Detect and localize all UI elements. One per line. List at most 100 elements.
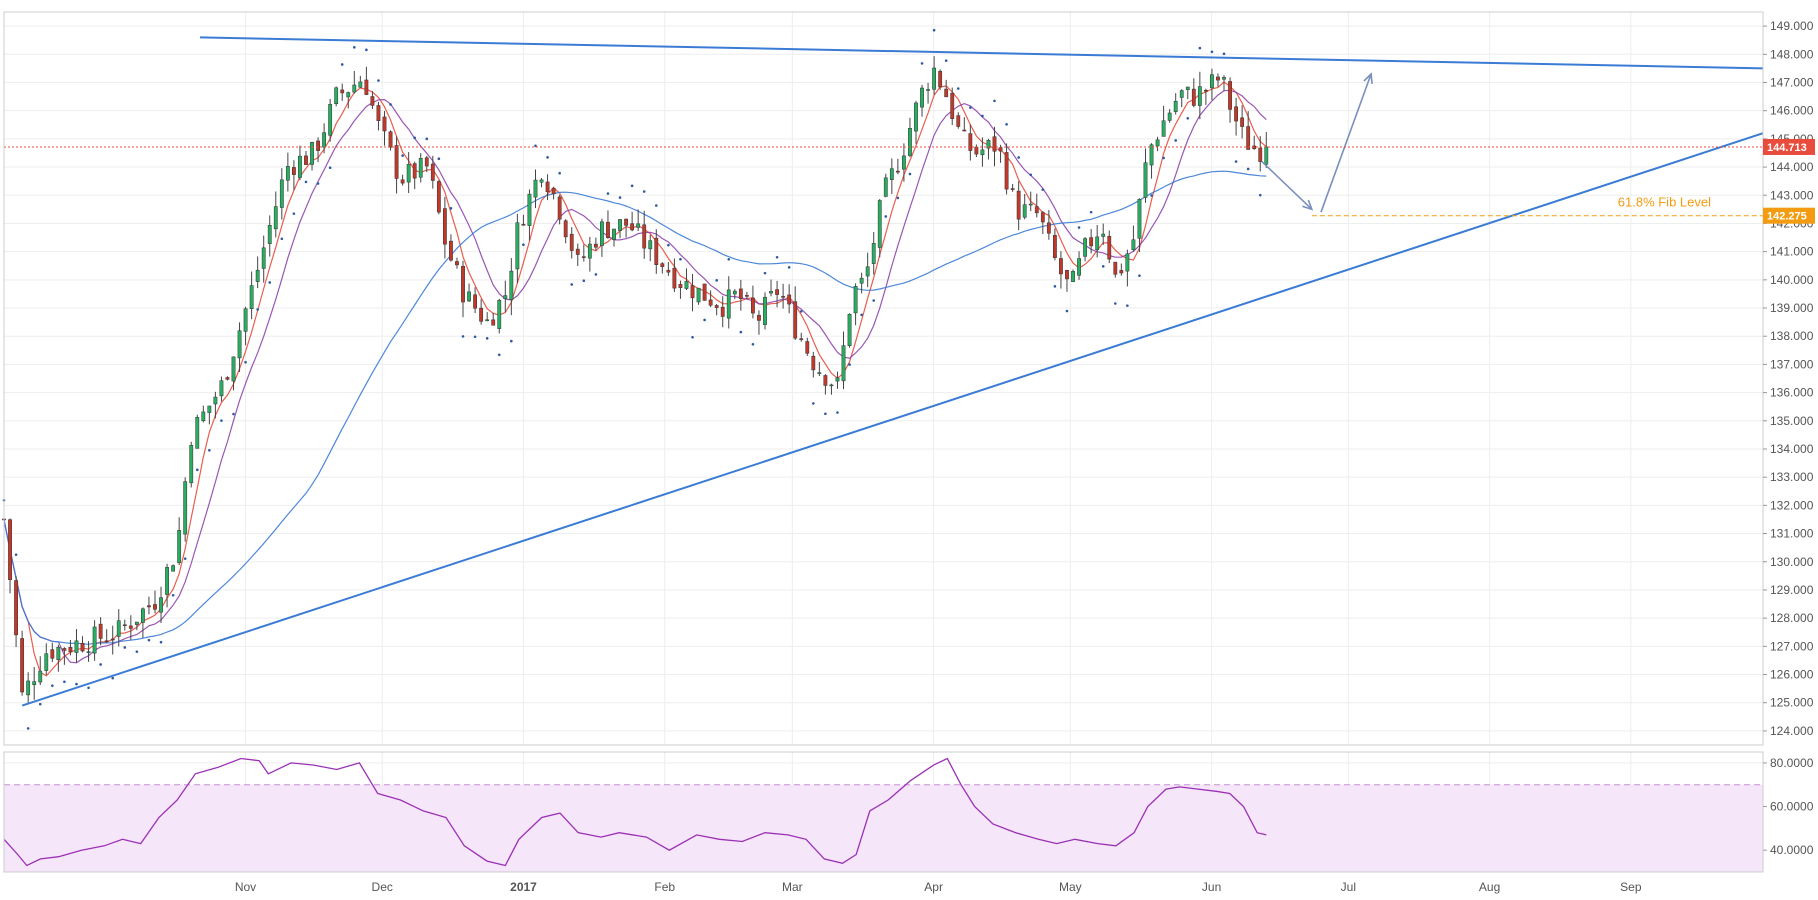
candle[interactable] (497, 298, 502, 334)
candle[interactable] (1137, 198, 1142, 253)
candle[interactable] (50, 642, 55, 662)
candle[interactable] (1161, 105, 1166, 137)
candle[interactable] (672, 258, 677, 292)
candle[interactable] (932, 56, 937, 95)
candle[interactable] (793, 286, 798, 340)
candle[interactable] (757, 310, 761, 335)
candle[interactable] (889, 158, 894, 194)
candle[interactable] (128, 615, 133, 640)
candle[interactable] (68, 639, 73, 656)
candle[interactable] (738, 279, 743, 311)
candle[interactable] (1040, 211, 1045, 235)
candle[interactable] (666, 262, 671, 276)
candle[interactable] (479, 299, 484, 325)
candle[interactable] (1071, 269, 1075, 282)
candle[interactable] (720, 296, 725, 328)
candle[interactable] (400, 174, 405, 186)
candle[interactable] (1167, 109, 1172, 123)
trendline[interactable] (21, 132, 1764, 707)
candle[interactable] (86, 641, 91, 662)
candle[interactable] (944, 79, 949, 98)
candle[interactable] (1264, 132, 1269, 168)
candle[interactable] (56, 644, 61, 672)
candle[interactable] (1125, 249, 1130, 287)
candle[interactable] (859, 272, 864, 294)
candle[interactable] (503, 280, 508, 313)
candle[interactable] (340, 83, 345, 101)
candle[interactable] (334, 86, 339, 107)
candle[interactable] (1197, 71, 1202, 120)
candle[interactable] (273, 191, 278, 238)
candle[interactable] (382, 111, 387, 146)
candle[interactable] (110, 625, 115, 655)
candle[interactable] (612, 228, 616, 247)
candle[interactable] (346, 91, 351, 109)
candle[interactable] (817, 361, 822, 377)
candle[interactable] (1155, 136, 1160, 152)
candle[interactable] (376, 101, 381, 131)
candle[interactable] (968, 124, 973, 161)
candle[interactable] (364, 66, 369, 96)
candle[interactable] (74, 629, 79, 663)
candle[interactable] (678, 280, 683, 299)
candle[interactable] (159, 586, 163, 624)
candle[interactable] (231, 356, 236, 391)
candle[interactable] (920, 84, 924, 117)
candle[interactable] (998, 144, 1003, 163)
candle[interactable] (328, 98, 333, 142)
candle[interactable] (1016, 181, 1021, 231)
candle[interactable] (690, 273, 695, 312)
candle[interactable] (243, 306, 248, 346)
candle[interactable] (883, 173, 888, 198)
candle[interactable] (799, 332, 804, 342)
candle[interactable] (177, 517, 182, 566)
candle[interactable] (702, 283, 707, 301)
candle[interactable] (1203, 88, 1208, 105)
candle[interactable] (1258, 136, 1263, 172)
candle[interactable] (853, 283, 858, 326)
candle[interactable] (201, 405, 206, 423)
candle[interactable] (521, 214, 526, 226)
candle[interactable] (877, 199, 882, 258)
candle[interactable] (865, 252, 870, 288)
candle[interactable] (1228, 77, 1232, 123)
candle[interactable] (1143, 148, 1148, 203)
candle[interactable] (147, 596, 151, 615)
candle[interactable] (322, 123, 327, 154)
candle[interactable] (593, 237, 598, 251)
candle[interactable] (805, 337, 810, 356)
candle[interactable] (38, 656, 43, 685)
candle[interactable] (26, 672, 31, 703)
candle[interactable] (1246, 111, 1251, 150)
candle[interactable] (418, 153, 423, 183)
candle[interactable] (587, 236, 592, 272)
candle[interactable] (1089, 229, 1094, 254)
candle[interactable] (980, 137, 985, 167)
candle[interactable] (708, 290, 713, 308)
candle[interactable] (394, 136, 399, 194)
candle[interactable] (563, 219, 568, 244)
candlesticks[interactable] (2, 56, 1269, 703)
candle[interactable] (388, 130, 393, 151)
candle[interactable] (98, 617, 103, 646)
candle[interactable] (581, 244, 586, 262)
candle[interactable] (775, 280, 779, 308)
candle[interactable] (424, 155, 429, 173)
candle[interactable] (575, 243, 580, 267)
candle[interactable] (1010, 184, 1015, 192)
candle[interactable] (962, 117, 967, 132)
candle[interactable] (92, 620, 97, 661)
candle[interactable] (195, 414, 200, 449)
candle[interactable] (1059, 251, 1063, 289)
candle[interactable] (14, 576, 18, 648)
candle[interactable] (696, 287, 701, 305)
candle[interactable] (1191, 78, 1196, 108)
candle[interactable] (1083, 237, 1088, 262)
candle[interactable] (871, 232, 876, 275)
candle[interactable] (141, 607, 145, 638)
candle[interactable] (449, 234, 453, 262)
candle[interactable] (1077, 251, 1081, 280)
candle[interactable] (261, 235, 266, 283)
candle[interactable] (539, 177, 544, 188)
candle[interactable] (726, 276, 731, 329)
